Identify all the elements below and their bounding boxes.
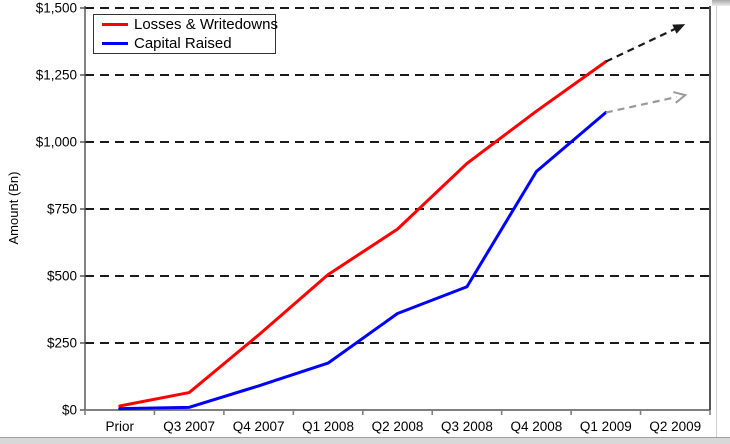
x-tick-label: Q2 2009: [649, 419, 701, 434]
x-tick-label: Prior: [105, 419, 134, 434]
y-tick-label: $1,000: [36, 135, 77, 150]
y-tick-label: $250: [47, 336, 77, 351]
legend: Losses & Writedowns Capital Raised: [93, 14, 278, 54]
projection-arrow-losses: [605, 26, 678, 63]
x-tick-label: Q4 2007: [233, 419, 285, 434]
x-tick-label: Q3 2007: [163, 419, 215, 434]
legend-line-swatch-losses: [102, 23, 128, 27]
legend-label-losses: Losses & Writedowns: [134, 16, 278, 34]
legend-item-losses-writedowns: Losses & Writedowns: [94, 16, 278, 34]
projection-arrow-capital-head: [673, 91, 688, 104]
x-tick-label: Q1 2009: [580, 419, 632, 434]
projection-arrow-losses-head: [672, 24, 686, 34]
y-axis-title: Amount (Bn): [6, 171, 21, 245]
legend-line-swatch-capital: [102, 41, 128, 45]
window-edge-bottom: [0, 437, 730, 444]
y-tick-label: $0: [62, 403, 77, 418]
series-line-losses-writedowns: [118, 60, 608, 408]
x-tick-label: Q4 2008: [510, 419, 562, 434]
projection-arrow-capital: [605, 95, 677, 114]
y-tick-label: $1,500: [36, 1, 77, 16]
x-tick-label: Q3 2008: [441, 419, 493, 434]
y-tick-label: $1,250: [36, 68, 77, 83]
window-edge-top-right: [712, 0, 730, 6]
legend-item-capital-raised: Capital Raised: [94, 34, 275, 52]
y-tick-label: $750: [47, 202, 77, 217]
x-tick-label: Q1 2008: [302, 419, 354, 434]
series-line-capital-raised: [118, 111, 608, 411]
y-tick-label: $500: [47, 269, 77, 284]
x-tick-label: Q2 2008: [372, 419, 424, 434]
legend-label-capital: Capital Raised: [134, 34, 232, 52]
window-edge-right: [716, 0, 717, 437]
